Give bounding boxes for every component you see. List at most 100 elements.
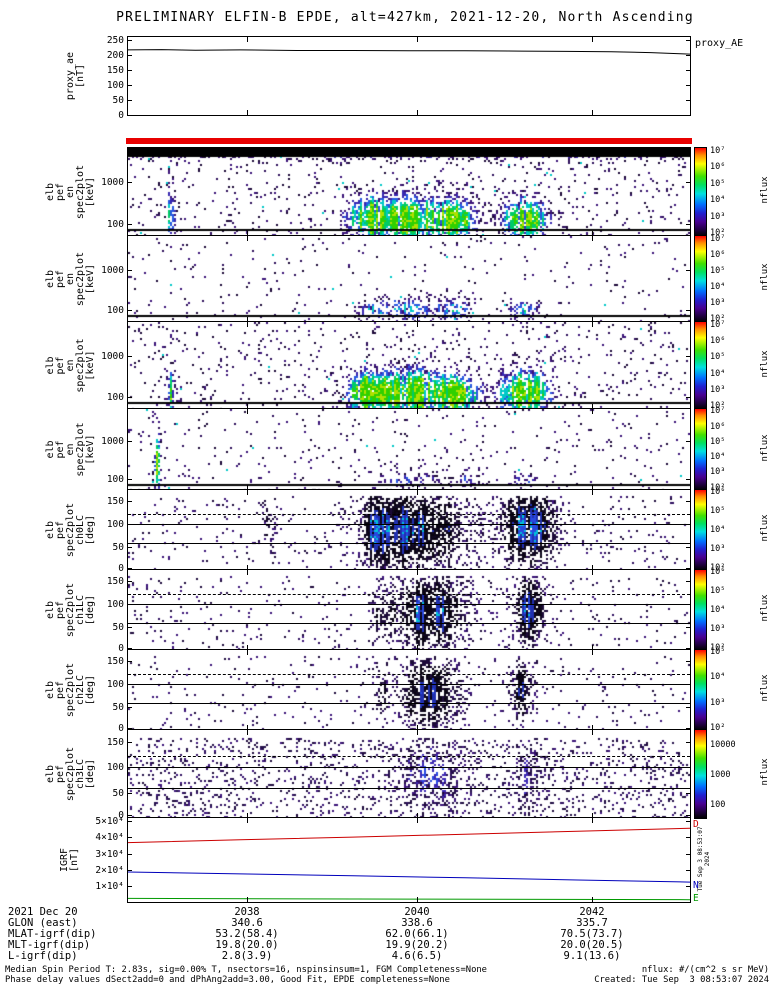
colorbar-en-spec2plot-2 — [694, 235, 707, 323]
x-tick-mark — [417, 148, 418, 153]
axis-row-label: MLAT-igrf(dip) — [8, 928, 97, 940]
x-tick-mark — [247, 404, 248, 409]
igrf-axis-label: IGRF [nT] — [59, 818, 80, 902]
y-tick-mark — [128, 310, 132, 311]
colorbar-tick-label: 10⁶ — [710, 336, 726, 346]
colorbar-axis-label: nflux — [760, 594, 770, 622]
y-tick-mark — [128, 270, 132, 271]
y-tick-mark — [128, 870, 132, 871]
x-tick-mark — [247, 897, 248, 902]
y-tick-mark — [686, 648, 690, 649]
colorbar-tick-label: 10³ — [710, 698, 726, 708]
colorbar-axis-label: nflux — [760, 263, 770, 291]
y-tick-mark — [128, 524, 132, 525]
x-tick-mark — [247, 322, 248, 327]
y-tick-mark — [128, 837, 132, 838]
y-tick-label: 50 — [112, 542, 124, 553]
y-tick-mark — [686, 501, 690, 502]
colorbar-en-spec2plot-4 — [694, 408, 707, 491]
colorbar-tick-label: 10³ — [710, 298, 726, 308]
y-tick-label: 1000 — [101, 265, 124, 276]
y-tick-mark — [686, 85, 690, 86]
axis-row-label: MLT-igrf(dip) — [8, 939, 91, 951]
x-tick-mark — [247, 317, 248, 322]
igrf-series-letter-E: E — [693, 893, 699, 904]
y-tick-mark — [686, 684, 690, 685]
y-tick-mark — [686, 581, 690, 582]
spectrogram-canvas-en-spec2plot-1 — [128, 148, 690, 236]
y-tick-mark — [128, 793, 132, 794]
axis-value: 70.5(73.7) — [560, 928, 624, 940]
y-tick-mark — [686, 115, 690, 116]
x-tick-mark — [417, 725, 418, 730]
colorbar-tick-label: 10³ — [710, 212, 726, 222]
colorbar-tick-label: 10⁵ — [710, 586, 726, 596]
x-tick-mark — [592, 322, 593, 327]
y-tick-mark — [128, 479, 132, 480]
y-tick-label: 100 — [106, 474, 124, 485]
x-tick-mark — [592, 650, 593, 655]
y-tick-mark — [686, 441, 690, 442]
y-tick-label: 3×10⁴ — [95, 849, 124, 860]
x-tick-mark — [247, 236, 248, 241]
x-tick-mark — [417, 317, 418, 322]
x-tick-mark — [417, 650, 418, 655]
x-tick-mark — [592, 37, 593, 42]
y-tick-mark — [128, 501, 132, 502]
y-tick-mark — [128, 356, 132, 357]
colorbar-tick-label: 1000 — [710, 770, 731, 780]
y-tick-label: 100 — [106, 679, 124, 690]
x-tick-mark — [417, 236, 418, 241]
y-tick-mark — [686, 728, 690, 729]
colorbar-tick-label: 10⁵ — [710, 437, 726, 447]
x-tick-mark — [247, 485, 248, 490]
time-tick-label: 2040 — [404, 906, 430, 918]
colorbar-axis-label: nflux — [760, 349, 770, 378]
y-tick-mark — [686, 310, 690, 311]
axis-value: 340.6 — [231, 917, 263, 929]
x-tick-mark — [592, 813, 593, 818]
spectrogram-panel-ch3LC — [127, 729, 691, 819]
spectrogram-canvas-ch1LC — [128, 570, 690, 650]
axis-value: 338.6 — [401, 917, 433, 929]
loss-cone-line — [128, 767, 690, 768]
y-tick-label: 100 — [106, 80, 124, 91]
x-tick-mark — [417, 404, 418, 409]
y-axis-label-ch1LC: elb pef spec2plot ch1LC [deg] — [45, 570, 96, 650]
colorbar-tick-label: 10⁶ — [710, 422, 726, 432]
y-tick-label: 4×10⁴ — [95, 832, 124, 843]
x-tick-mark — [592, 645, 593, 650]
y-tick-label: 5×10⁴ — [95, 816, 124, 827]
loss-cone-line — [128, 788, 690, 789]
colorbar-ch2LC — [694, 649, 707, 731]
igrf-lines — [128, 827, 690, 901]
y-axis-label-ch0LC: elb pef spec2plot ch0LC [deg] — [45, 490, 96, 570]
x-tick-mark — [417, 818, 418, 823]
y-tick-label: 150 — [106, 656, 124, 667]
loss-cone-line-dashed — [128, 594, 690, 595]
x-tick-mark — [247, 818, 248, 823]
loss-cone-line — [128, 623, 690, 624]
colorbar-tick-label: 10⁶ — [710, 250, 726, 260]
y-tick-mark — [128, 728, 132, 729]
y-tick-mark — [128, 767, 132, 768]
y-tick-mark — [128, 742, 132, 743]
figure-title: PRELIMINARY ELFIN-B EPDE, alt=427km, 202… — [116, 10, 694, 25]
x-tick-mark — [592, 148, 593, 153]
x-tick-mark — [592, 409, 593, 414]
spectrogram-canvas-en-spec2plot-2 — [128, 236, 690, 322]
axis-row-mlat: MLAT-igrf(dip) 53.2(58.4) 62.0(66.1) 70.… — [0, 928, 775, 940]
colorbar-ch3LC — [694, 729, 707, 819]
x-tick-mark — [417, 730, 418, 735]
loss-cone-line-dashed — [128, 514, 690, 515]
axis-value: 4.6(6.5) — [391, 950, 443, 962]
axis-value: 9.1(13.6) — [563, 950, 621, 962]
y-tick-mark — [686, 568, 690, 569]
spectrogram-panel-en-spec2plot-3 — [127, 321, 691, 410]
colorbar-axis-label: nflux — [760, 433, 770, 462]
y-tick-mark — [128, 55, 132, 56]
y-tick-mark — [686, 886, 690, 887]
axis-value: 53.2(58.4) — [215, 928, 279, 940]
time-tick-label: 2042 — [579, 906, 605, 918]
